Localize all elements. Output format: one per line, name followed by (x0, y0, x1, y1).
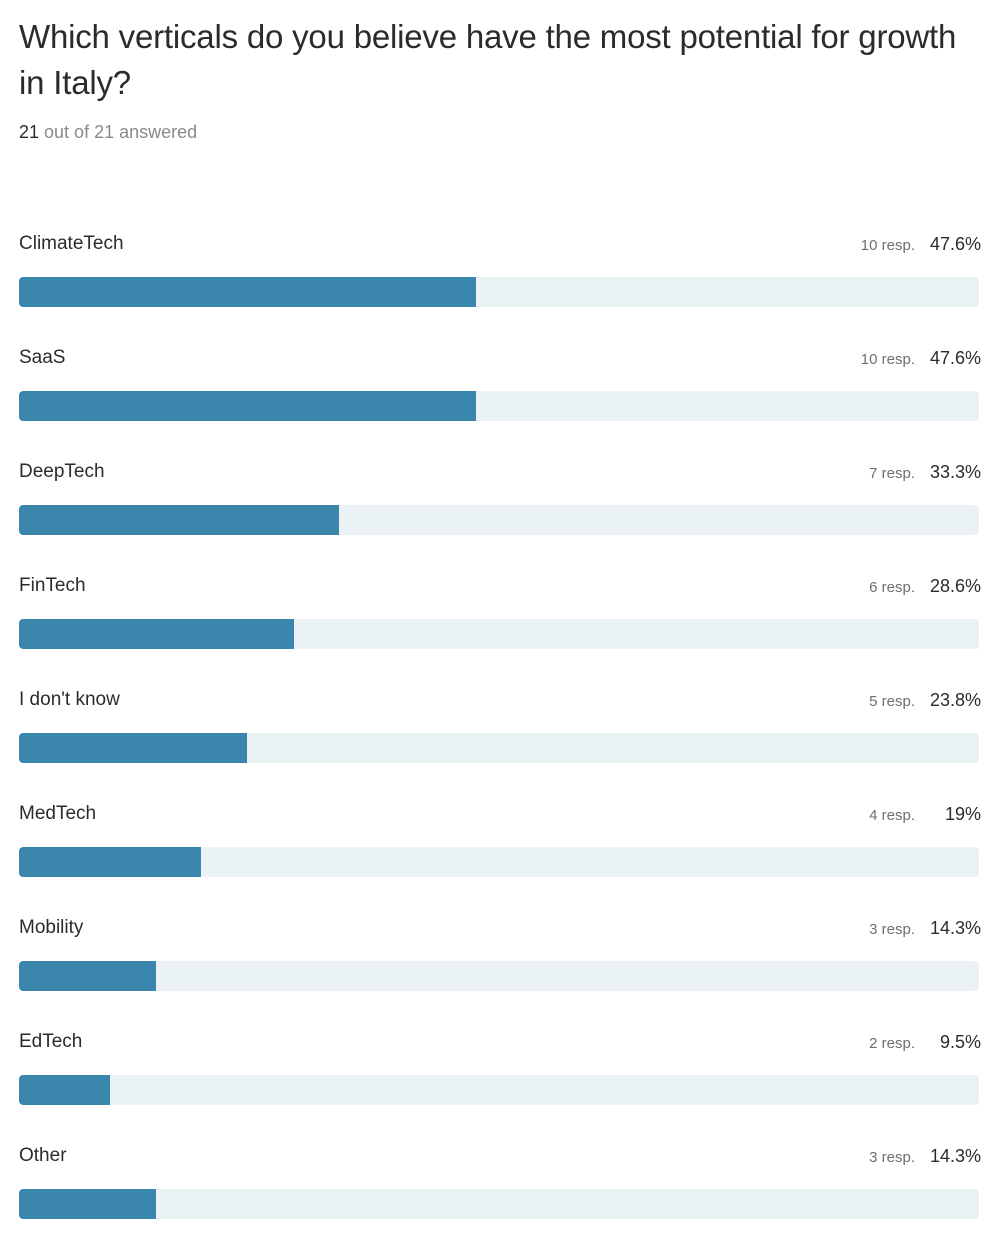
category-label: Other (19, 1145, 67, 1166)
result-row: SaaS 10 resp. 47.6% (19, 342, 981, 456)
answered-summary: 21 out of 21 answered (19, 120, 981, 144)
category-label: SaaS (19, 347, 66, 368)
percent-label: 23.8% (929, 690, 981, 710)
result-row: Other 3 resp. 14.3% (19, 1140, 981, 1254)
bar-track (19, 391, 979, 421)
answered-total-text: out of 21 answered (39, 122, 198, 142)
result-stats: 10 resp. 47.6% (861, 344, 981, 374)
result-row: EdTech 2 resp. 9.5% (19, 1026, 981, 1140)
bar-track (19, 847, 979, 877)
percent-label: 14.3% (929, 1146, 981, 1166)
result-row: Mobility 3 resp. 14.3% (19, 912, 981, 1026)
response-count-label: 3 resp. (869, 921, 915, 938)
bar-track (19, 277, 979, 307)
question-title: Which verticals do you believe have the … (19, 18, 957, 101)
response-count-label: 2 resp. (869, 1035, 915, 1052)
category-label: MedTech (19, 803, 97, 824)
category-label: Mobility (19, 917, 84, 938)
results-chart: ClimateTech 10 resp. 47.6% SaaS 10 resp. 47.6… (19, 228, 981, 1254)
category-label: ClimateTech (19, 233, 124, 254)
percent-label: 9.5% (939, 1032, 981, 1052)
category-label: I don't know (19, 689, 120, 710)
result-row: ClimateTech 10 resp. 47.6% (19, 228, 981, 342)
result-row: FinTech 6 resp. 28.6% (19, 570, 981, 684)
response-count-label: 4 resp. (869, 807, 915, 824)
bar-track (19, 1189, 979, 1219)
percent-label: 47.6% (929, 234, 981, 254)
bar-track (19, 1075, 979, 1105)
result-stats: 7 resp. 33.3% (869, 458, 981, 488)
bar (19, 1189, 157, 1219)
bar-track (19, 961, 979, 991)
result-stats: 2 resp. 9.5% (869, 1028, 981, 1058)
bar (19, 961, 157, 991)
percent-label: 14.3% (929, 918, 981, 938)
response-count-label: 3 resp. (869, 1149, 915, 1166)
response-count-label: 10 resp. (860, 351, 915, 368)
bar-track (19, 619, 979, 649)
bar (19, 847, 202, 877)
percent-label: 33.3% (929, 462, 981, 482)
percent-label: 19% (944, 804, 981, 824)
survey-result-panel: Which verticals do you believe have the … (19, 0, 981, 144)
response-count-label: 6 resp. (869, 579, 915, 596)
result-stats: 3 resp. 14.3% (869, 914, 981, 944)
percent-label: 28.6% (929, 576, 981, 596)
response-count-label: 7 resp. (869, 465, 915, 482)
bar (19, 505, 339, 535)
result-stats: 4 resp. 19% (869, 800, 981, 830)
bar (19, 619, 294, 649)
bar (19, 1075, 111, 1105)
response-count-label: 5 resp. (869, 693, 915, 710)
result-row: MedTech 4 resp. 19% (19, 798, 981, 912)
result-row: I don't know 5 resp. 23.8% (19, 684, 981, 798)
result-stats: 3 resp. 14.3% (869, 1142, 981, 1172)
result-stats: 10 resp. 47.6% (861, 230, 981, 260)
result-stats: 5 resp. 23.8% (869, 686, 981, 716)
bar (19, 391, 476, 421)
bar-track (19, 733, 979, 763)
percent-label: 47.6% (929, 348, 981, 368)
category-label: FinTech (19, 575, 86, 596)
response-count-label: 10 resp. (860, 237, 915, 254)
bar-track (19, 505, 979, 535)
answered-count: 21 (19, 122, 40, 142)
category-label: DeepTech (19, 461, 105, 482)
bar (19, 277, 476, 307)
bar (19, 733, 248, 763)
result-row: DeepTech 7 resp. 33.3% (19, 456, 981, 570)
category-label: EdTech (19, 1031, 83, 1052)
result-stats: 6 resp. 28.6% (869, 572, 981, 602)
